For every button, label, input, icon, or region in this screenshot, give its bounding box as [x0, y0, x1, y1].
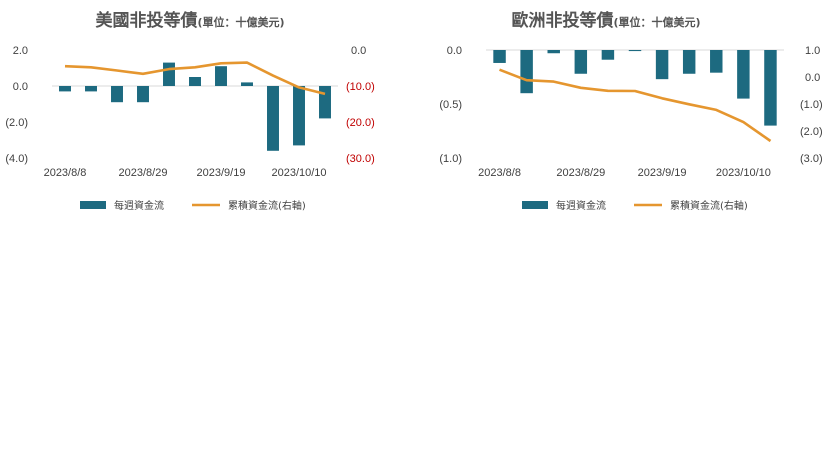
bar-weekly-flow: [764, 50, 777, 126]
bar-weekly-flow: [710, 50, 723, 73]
line-cumulative-flow: [499, 68, 772, 143]
bar-weekly-flow: [59, 86, 71, 92]
bar-weekly-flow: [319, 86, 331, 119]
legend-bar-label: 每週資金流: [556, 199, 606, 212]
y-left-tick-label: (1.0): [439, 153, 462, 165]
y-right-tick-label: 0.0: [351, 45, 366, 57]
chart-title-main: 美國非投等債: [95, 10, 197, 31]
chart-title-unit: (單位：十億美元): [613, 15, 700, 29]
bar-weekly-flow: [520, 50, 533, 94]
legend-line-label: 累積資金流(右軸): [670, 199, 748, 212]
bar-weekly-flow: [215, 66, 227, 86]
y-right-tick-label: (20.0): [346, 117, 375, 129]
x-tick-label: 2023/8/8: [478, 167, 521, 179]
x-tick-label: 2023/8/29: [556, 167, 605, 179]
y-right-tick-label: 0.0: [805, 72, 820, 84]
y-left-tick-label: (4.0): [5, 153, 28, 165]
chart-svg: 美國非投等債(單位：十億美元) 2.0 0.0 (2.0) (4.0) 0.0 (10.0)…: [5, 10, 375, 212]
bar-weekly-flow: [682, 50, 696, 74]
chart-svg: 亞債(單位：十億美元)0.50.0(0.5)(1.0)0.0(5.0)(10.0…: [416, 236, 832, 471]
x-tick-label: 2023/9/19: [197, 167, 246, 179]
y-right-tick-label: (2.0): [800, 126, 823, 138]
legend-line-label: 累積資金流(右軸): [228, 199, 306, 212]
bar-weekly-flow: [85, 86, 97, 92]
y-left-tick-label: (2.0): [5, 117, 28, 129]
bar-weekly-flow: [601, 50, 615, 60]
chart-title-main: 歐洲非投等債: [511, 10, 613, 31]
bar-weekly-flow: [163, 62, 175, 86]
chart-panel-europe-high-yield: 歐洲非投等債(單位：十億美元) 0.0 (0.5) (1.0) 1.0 0.0 (1.0) (…: [416, 0, 832, 235]
x-tick-label: 2023/10/10: [271, 167, 326, 179]
bar-weekly-flow: [293, 86, 305, 146]
line-cumulative-flow: [64, 61, 326, 96]
x-tick-label: 2023/8/8: [44, 167, 87, 179]
legend-bar-label: 每週資金流: [114, 199, 164, 212]
bar-weekly-flow: [267, 86, 279, 151]
bar-weekly-flow: [628, 50, 642, 52]
bar-weekly-flow: [137, 86, 149, 103]
bar-weekly-flow: [547, 50, 560, 54]
bar-weekly-flow: [241, 82, 253, 86]
bar-weekly-flow: [189, 77, 201, 86]
y-right-tick-label: (3.0): [800, 153, 823, 165]
y-right-tick-label: (10.0): [346, 81, 375, 93]
y-left-tick-label: (0.5): [439, 99, 462, 111]
legend-bar-swatch: [80, 201, 106, 209]
bar-weekly-flow: [574, 50, 588, 74]
legend-bar-swatch: [522, 201, 548, 209]
chart-title: 美國非投等債(單位：十億美元): [95, 10, 284, 31]
chart-title: 歐洲非投等債(單位：十億美元): [511, 10, 700, 31]
y-right-tick-label: 1.0: [805, 45, 820, 57]
y-right-tick-label: (30.0): [346, 153, 375, 165]
y-right-tick-label: (1.0): [800, 99, 823, 111]
x-tick-label: 2023/10/10: [716, 167, 771, 179]
y-left-tick-label: 2.0: [13, 45, 28, 57]
chart-svg: 亞洲非投等債(單位：十億美元)0.0(0.1)(0.2)0.0(1.0)(2.0…: [0, 236, 416, 471]
chart-panel-asia-high-yield: 亞洲非投等債(單位：十億美元)0.0(0.1)(0.2)0.0(1.0)(2.0…: [0, 236, 416, 471]
y-left-tick-label: 0.0: [13, 81, 28, 93]
y-left-tick-label: 0.0: [447, 45, 462, 57]
chart-title-unit: (單位：十億美元): [197, 15, 284, 29]
chart-svg: 歐洲非投等債(單位：十億美元) 0.0 (0.5) (1.0) 1.0 0.0 (1.0) (…: [439, 10, 823, 212]
bar-weekly-flow: [111, 86, 123, 103]
bar-weekly-flow: [493, 50, 506, 63]
x-tick-label: 2023/8/29: [119, 167, 168, 179]
chart-panel-us-high-yield: 美國非投等債(單位：十億美元) 2.0 0.0 (2.0) (4.0) 0.0 (10.0)…: [0, 0, 416, 235]
chart-panel-asia-bond: 亞債(單位：十億美元)0.50.0(0.5)(1.0)0.0(5.0)(10.0…: [416, 236, 832, 471]
bar-weekly-flow: [737, 50, 750, 99]
x-tick-label: 2023/9/19: [638, 167, 687, 179]
bar-weekly-flow: [655, 50, 669, 80]
